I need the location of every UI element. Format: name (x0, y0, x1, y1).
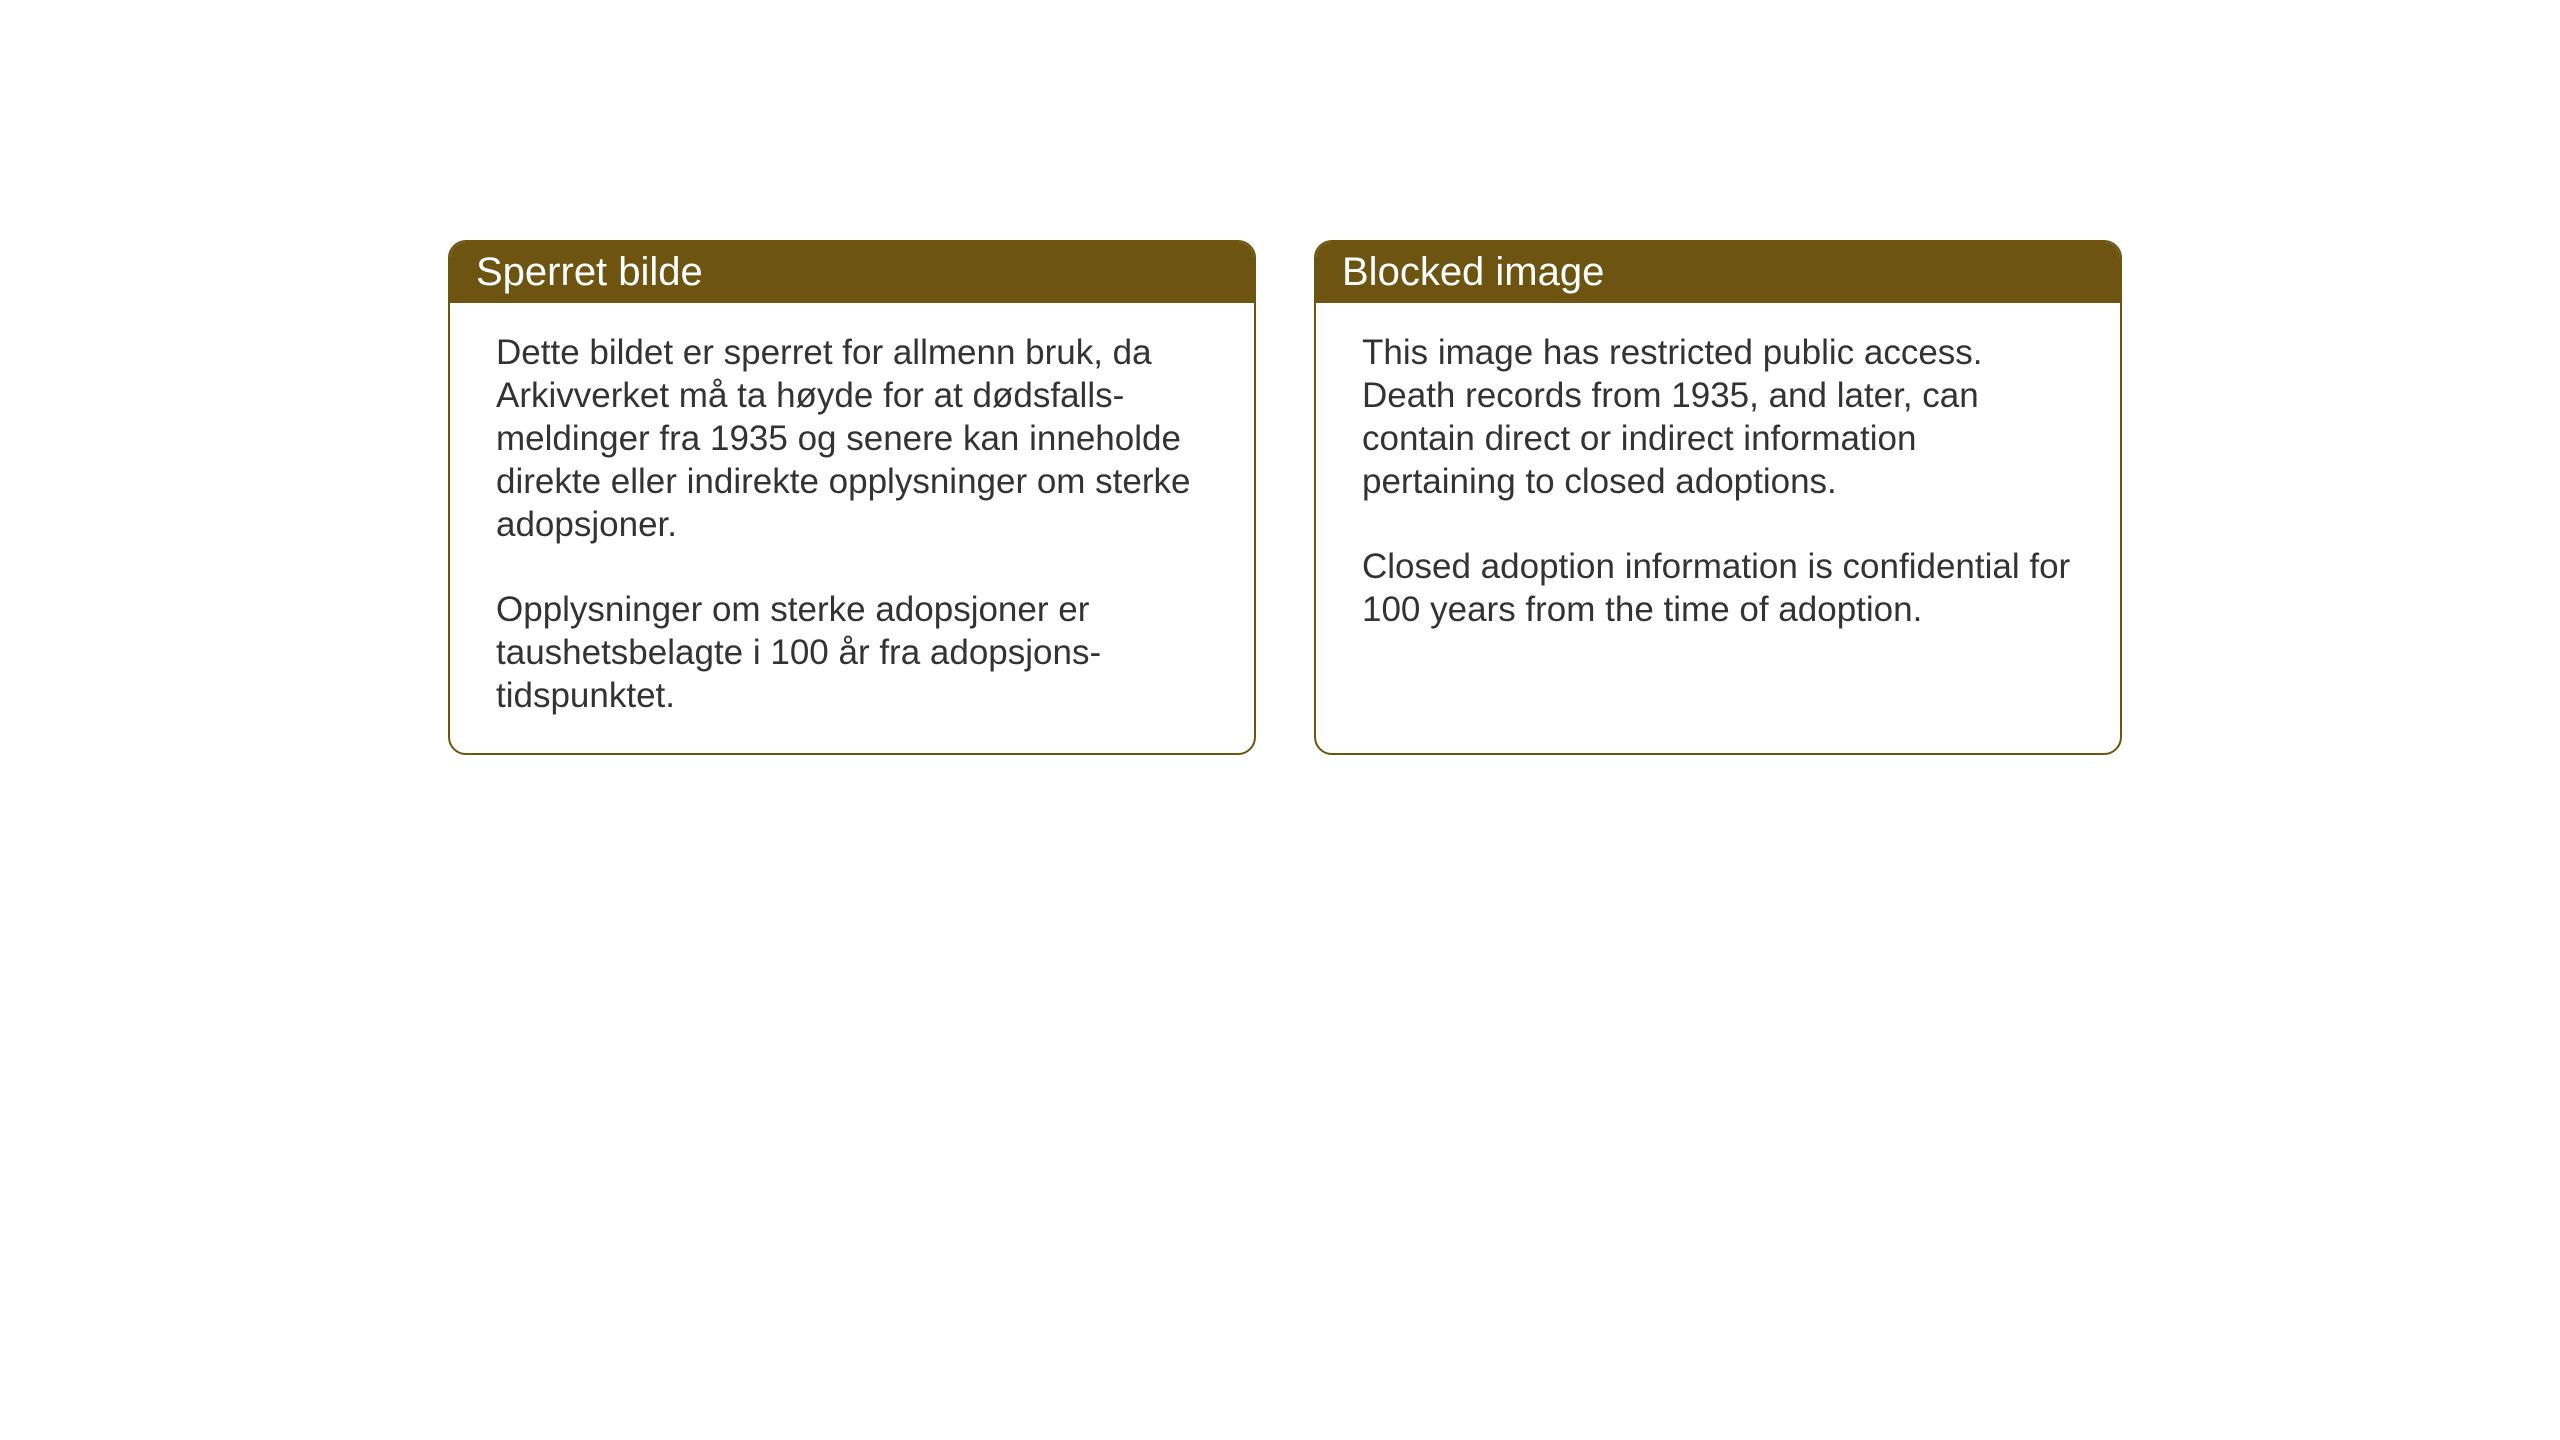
notice-cards-container: Sperret bilde Dette bildet er sperret fo… (448, 240, 2122, 755)
card-title-english: Blocked image (1342, 250, 1604, 294)
card-header-norwegian: Sperret bilde (450, 242, 1254, 303)
card-paragraph-2-english: Closed adoption information is confident… (1362, 545, 2074, 631)
card-paragraph-2-norwegian: Opplysninger om sterke adopsjoner er tau… (496, 588, 1208, 717)
notice-card-english: Blocked image This image has restricted … (1314, 240, 2122, 755)
card-paragraph-1-norwegian: Dette bildet er sperret for allmenn bruk… (496, 331, 1208, 546)
card-paragraph-1-english: This image has restricted public access.… (1362, 331, 2074, 503)
card-header-english: Blocked image (1316, 242, 2120, 303)
card-title-norwegian: Sperret bilde (476, 250, 703, 294)
card-body-english: This image has restricted public access.… (1316, 303, 2120, 709)
card-body-norwegian: Dette bildet er sperret for allmenn bruk… (450, 303, 1254, 753)
notice-card-norwegian: Sperret bilde Dette bildet er sperret fo… (448, 240, 1256, 755)
